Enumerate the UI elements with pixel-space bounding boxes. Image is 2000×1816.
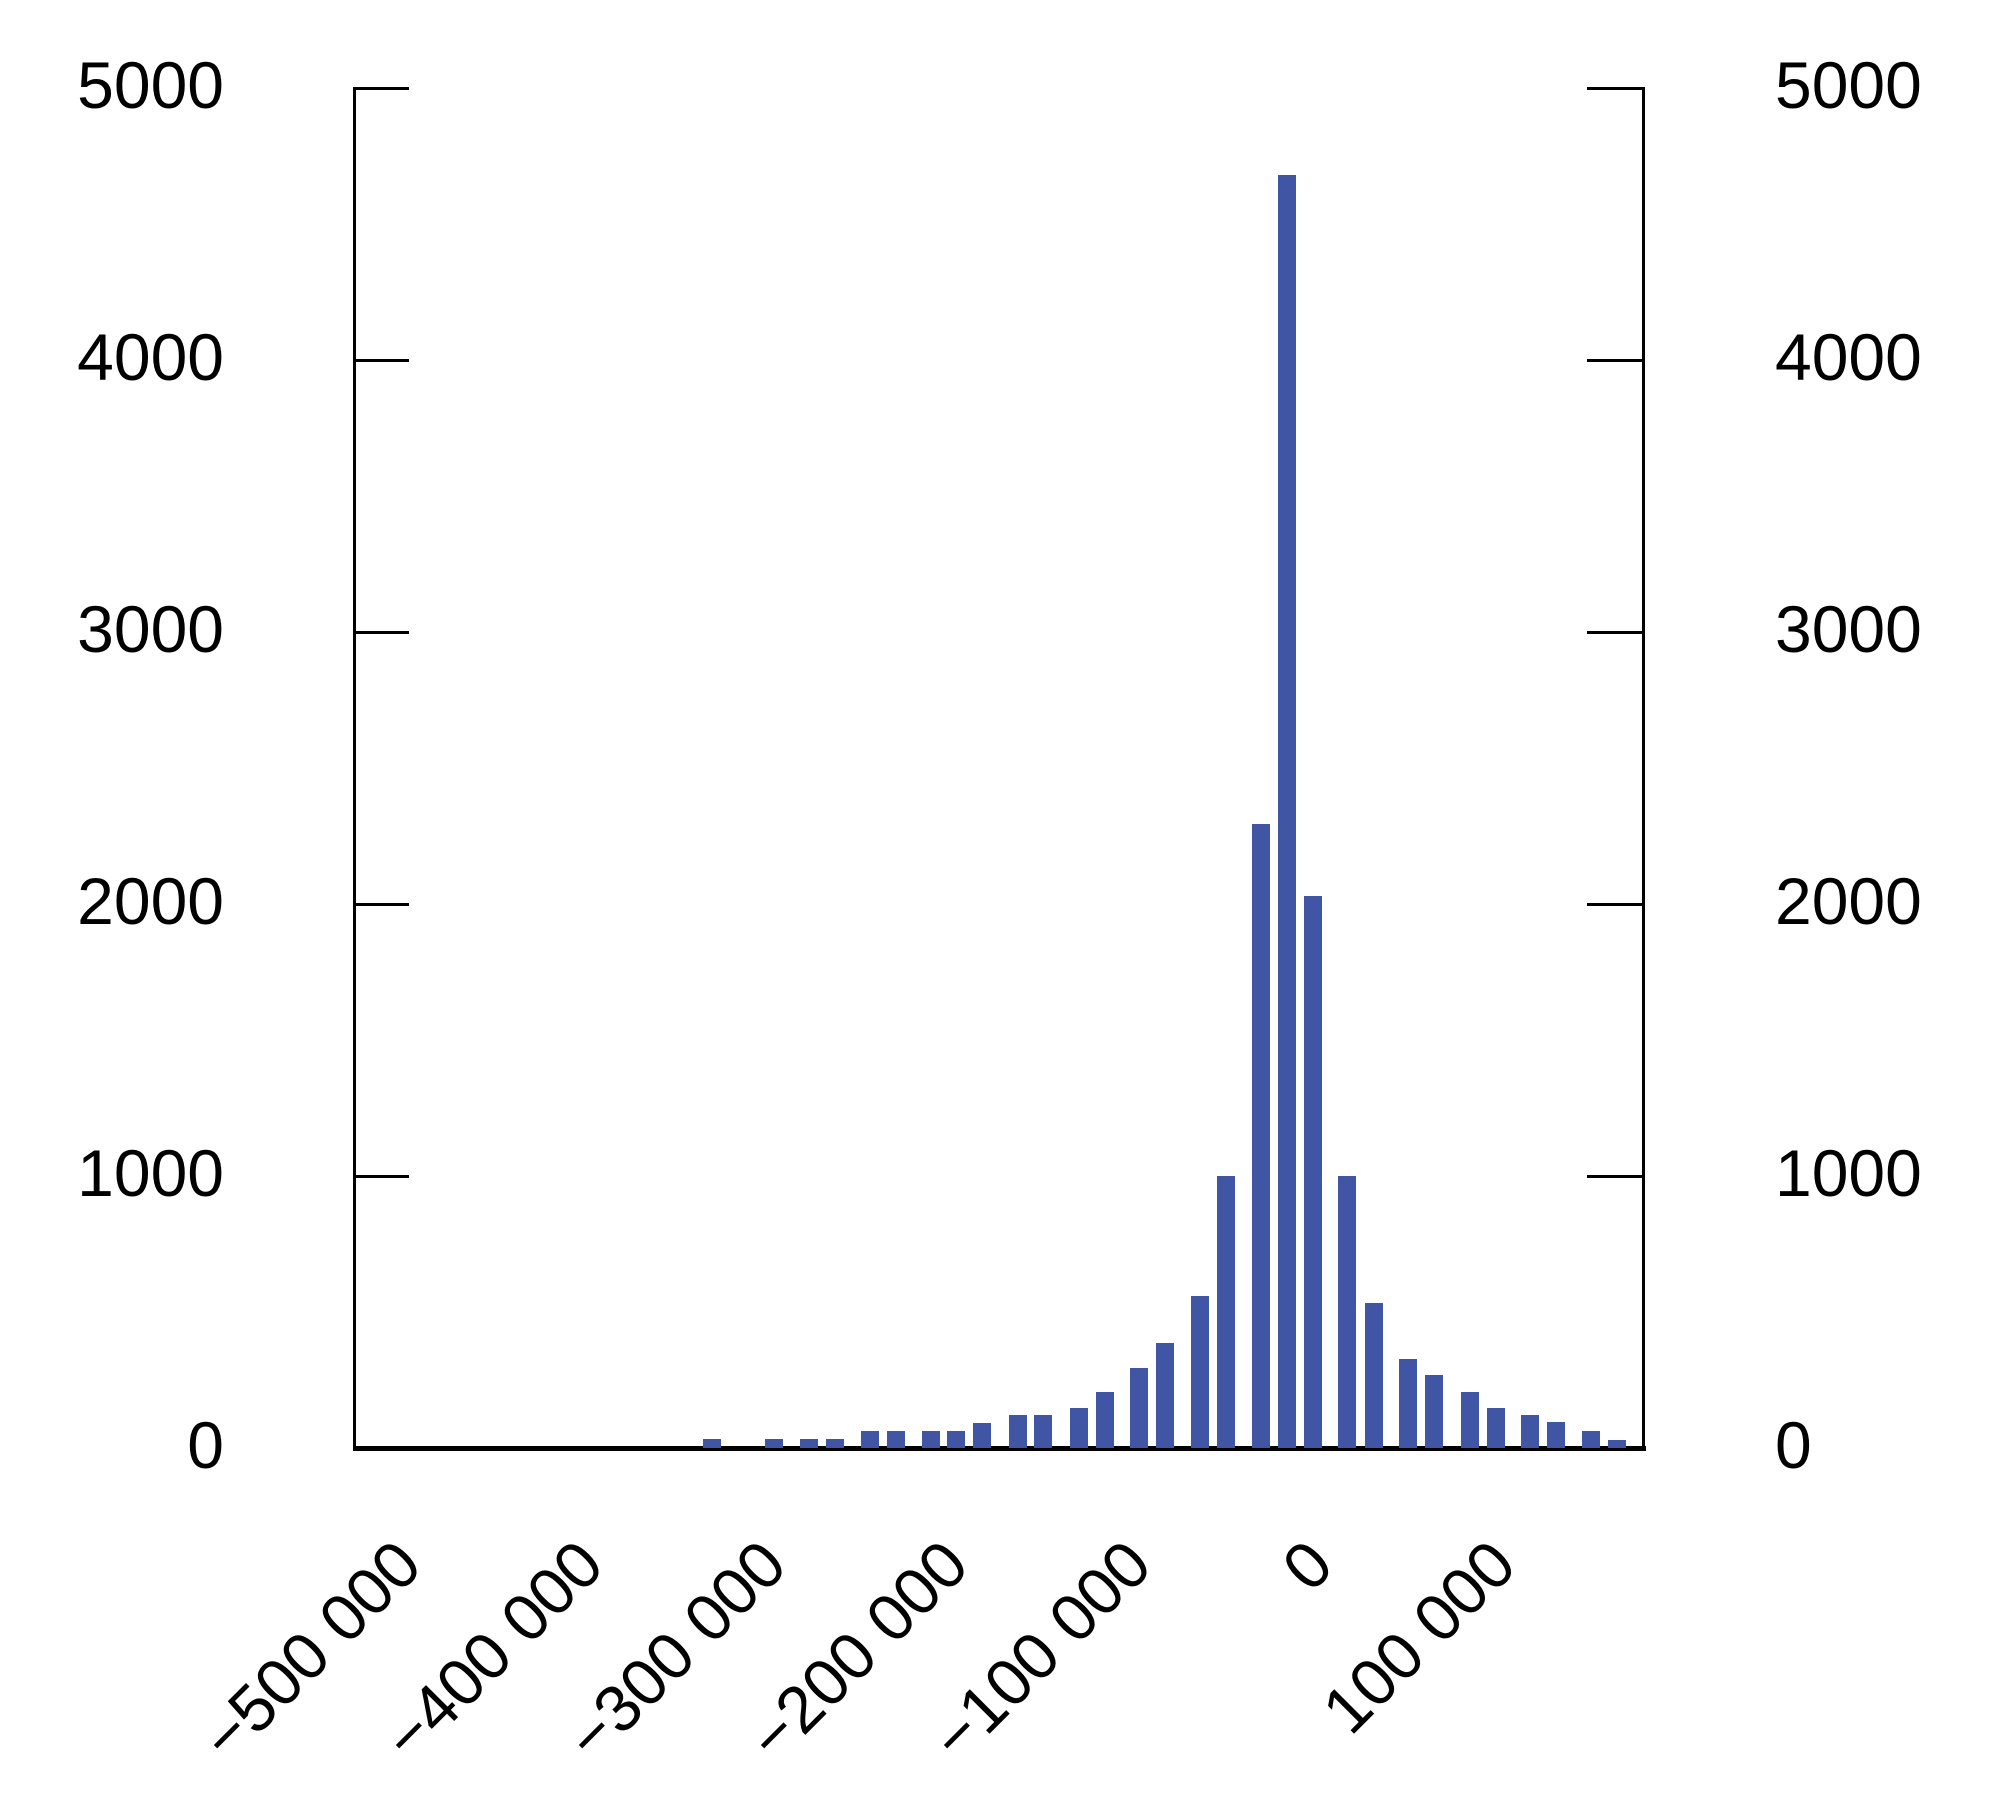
histogram-bar [947,1431,965,1448]
y-tick-left [354,359,409,362]
histogram-bar [1252,824,1270,1448]
y-tick-right [1587,903,1642,906]
x-axis-baseline [353,1446,1646,1451]
histogram-bar [1034,1415,1052,1448]
y-axis-right-line [1642,87,1645,1448]
histogram-bar [1191,1296,1209,1448]
histogram-bar [922,1431,940,1448]
histogram-bar [765,1439,783,1448]
histogram-bar [1156,1343,1174,1448]
y-tick-label-right: 3000 [1775,592,1922,666]
y-tick-label-right: 2000 [1775,864,1922,938]
histogram-bar [1009,1415,1027,1448]
histogram-bar [1070,1408,1088,1448]
y-tick-left [354,903,409,906]
histogram-bar [1582,1431,1600,1448]
histogram-bar [1487,1408,1505,1448]
histogram-bar [1096,1392,1114,1448]
histogram-bar [1547,1422,1565,1448]
histogram-bar [826,1439,844,1448]
y-tick-label-left: 1000 [77,1136,224,1210]
histogram-bar [1365,1303,1383,1448]
y-tick-label-left: 0 [187,1408,224,1482]
histogram-bar [1130,1368,1148,1448]
y-tick-right [1587,631,1642,634]
histogram-bar [1608,1440,1626,1448]
y-tick-label-left: 5000 [77,48,224,122]
histogram-bar [1217,1176,1235,1448]
y-tick-right [1587,1175,1642,1178]
y-axis-left-line [353,87,356,1448]
x-tick-label: 100 000 [1308,1526,1530,1748]
x-tick-label: 0 [1268,1526,1347,1605]
histogram-bar [973,1423,991,1448]
histogram-bar [861,1431,879,1448]
y-tick-label-right: 0 [1775,1408,1812,1482]
y-tick-label-left: 4000 [77,320,224,394]
histogram-bar [1521,1415,1539,1448]
histogram-bar [1461,1392,1479,1448]
histogram-bar [1304,896,1322,1448]
y-tick-label-right: 1000 [1775,1136,1922,1210]
y-tick-label-right: 5000 [1775,48,1922,122]
y-tick-label-left: 2000 [77,864,224,938]
y-tick-label-right: 4000 [1775,320,1922,394]
y-tick-left [354,1175,409,1178]
y-tick-right [1587,87,1642,90]
histogram-bar [1425,1375,1443,1448]
y-tick-right [1587,359,1642,362]
histogram-bar [703,1439,721,1448]
y-tick-label-left: 3000 [77,592,224,666]
histogram-bar [1338,1176,1356,1448]
histogram-bar [1399,1359,1417,1448]
y-tick-left [354,87,409,90]
histogram-bar [800,1439,818,1448]
y-tick-left [354,631,409,634]
histogram-bar [1278,175,1296,1448]
histogram-bar [887,1431,905,1448]
